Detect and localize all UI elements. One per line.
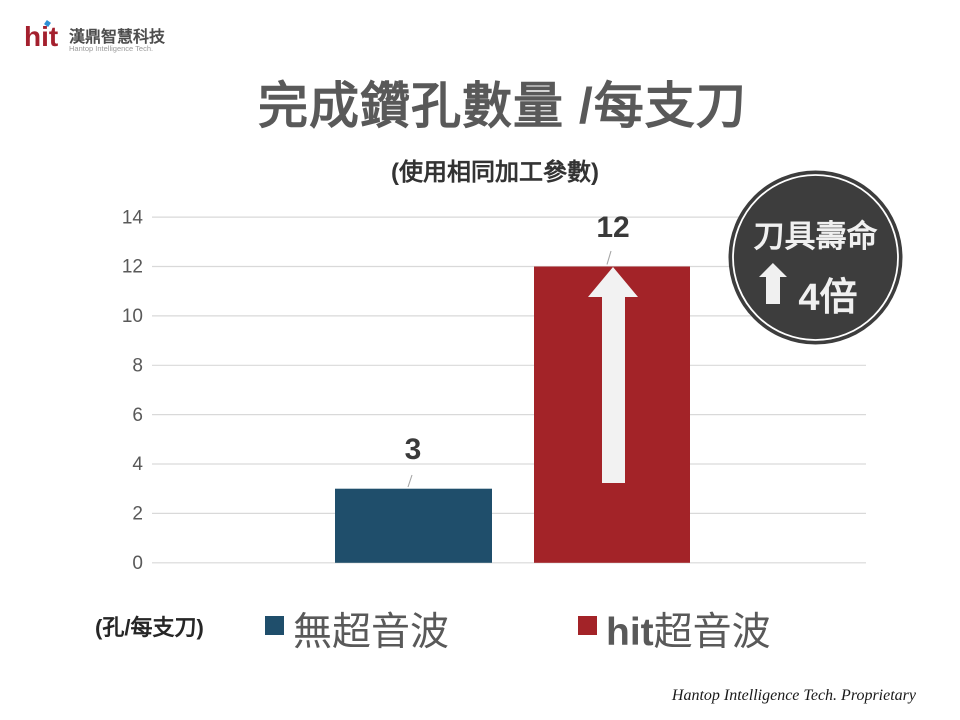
svg-text:12: 12: [122, 257, 143, 278]
svg-text:8: 8: [132, 356, 143, 377]
svg-text:2: 2: [132, 504, 143, 525]
svg-text:6: 6: [132, 405, 143, 426]
svg-text:4倍: 4倍: [798, 277, 857, 319]
svg-text:4: 4: [132, 454, 143, 475]
svg-text:12: 12: [596, 211, 629, 244]
svg-text:14: 14: [122, 207, 144, 228]
svg-text:10: 10: [122, 306, 143, 327]
svg-text:3: 3: [405, 433, 422, 466]
svg-text:刀具壽命: 刀具壽命: [754, 219, 879, 254]
svg-text:0: 0: [132, 553, 143, 574]
